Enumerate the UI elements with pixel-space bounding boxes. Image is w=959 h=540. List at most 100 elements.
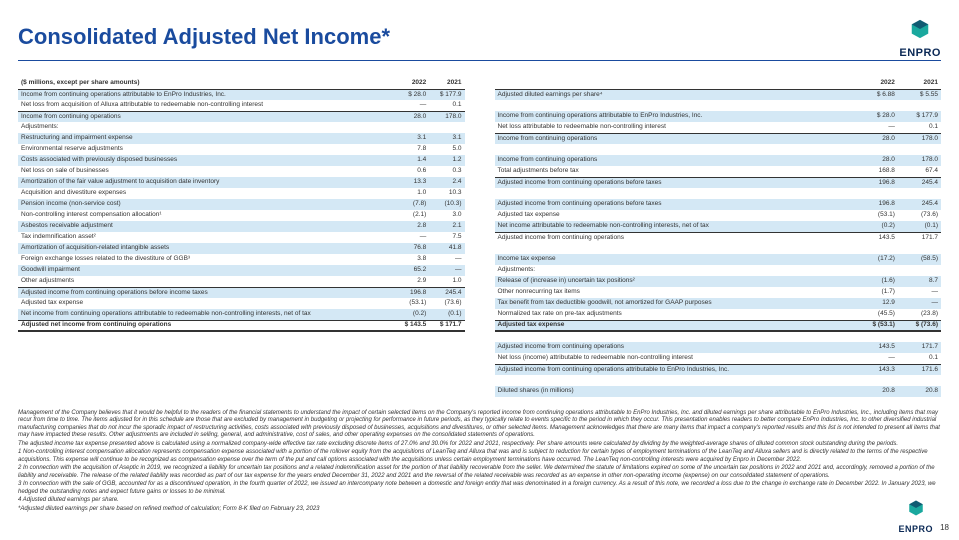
footnote: *Adjusted diluted earnings per share bas…	[18, 506, 941, 514]
cell: $ 171.7	[429, 320, 464, 331]
cell: (53.1)	[855, 210, 898, 221]
cell: —	[898, 287, 941, 298]
cell: (0.1)	[429, 309, 464, 320]
row-label: Release of (increase in) uncertain tax p…	[495, 276, 855, 287]
cell: 3.1	[429, 133, 464, 144]
table-row: Net loss attributable to redeemable non-…	[495, 122, 942, 133]
row-label: Normalized tax rate on pre-tax adjustmen…	[495, 309, 855, 320]
title-rule	[18, 60, 941, 61]
row-label: Tax indemnification asset²	[18, 232, 394, 243]
cell: 28.0	[394, 111, 429, 122]
table-row: Adjustments:	[495, 265, 942, 276]
cell: 245.4	[898, 177, 941, 188]
table-row: Amortization of the fair value adjustmen…	[18, 177, 465, 188]
cell	[855, 331, 898, 342]
cell: 2.1	[429, 221, 464, 232]
cell	[898, 188, 941, 199]
row-label: Other adjustments	[18, 276, 394, 287]
table-row: Pension income (non-service cost)(7.8)(1…	[18, 199, 465, 210]
table-row: Net income attributable to redeemable no…	[495, 221, 942, 232]
row-label: Net income attributable to redeemable no…	[495, 221, 855, 232]
cell: (45.5)	[855, 309, 898, 320]
cell: 178.0	[429, 111, 464, 122]
brand-text-bottom: ENPRO	[898, 524, 933, 534]
table-row	[495, 331, 942, 342]
cell: 2.8	[394, 221, 429, 232]
cell: 0.1	[429, 100, 464, 111]
row-label: Goodwill impairment	[18, 265, 394, 276]
cell	[855, 243, 898, 254]
footnote: The adjusted income tax expense presente…	[18, 441, 941, 449]
cell: $ 28.0	[855, 111, 898, 122]
cell: —	[855, 353, 898, 364]
table-row: Costs associated with previously dispose…	[18, 155, 465, 166]
cell: (23.8)	[898, 309, 941, 320]
row-label	[495, 331, 855, 342]
cell	[855, 265, 898, 276]
row-label: Income from continuing operations	[495, 133, 855, 144]
row-label: Income from continuing operations attrib…	[495, 111, 855, 122]
right-table: 20222021Adjusted diluted earnings per sh…	[495, 78, 942, 397]
row-label: Net loss on sale of businesses	[18, 166, 394, 177]
table-row: Acquisition and divestiture expenses1.01…	[18, 188, 465, 199]
table-row: Environmental reserve adjustments7.85.0	[18, 144, 465, 155]
cell: 143.5	[855, 232, 898, 243]
row-label: Net loss from acquisition of Alluxa attr…	[18, 100, 394, 111]
cell: (53.1)	[394, 298, 429, 309]
cell: 143.5	[855, 342, 898, 353]
cell: (7.8)	[394, 199, 429, 210]
cell: 196.8	[855, 199, 898, 210]
cell: (1.6)	[855, 276, 898, 287]
brand-text-top: ENPRO	[899, 47, 941, 59]
cell: —	[394, 100, 429, 111]
cell: 0.3	[429, 166, 464, 177]
cell: 3.8	[394, 254, 429, 265]
footnotes: Management of the Company believes that …	[18, 410, 941, 515]
left-table: ($ millions, except per share amounts)20…	[18, 78, 465, 397]
row-label	[18, 331, 394, 342]
table-row: Other adjustments2.91.0	[18, 276, 465, 287]
cell: 1.4	[394, 155, 429, 166]
cell: (73.6)	[898, 210, 941, 221]
row-label	[495, 375, 855, 386]
table-row: Goodwill impairment65.2—	[18, 265, 465, 276]
table-row: Adjusted net income from continuing oper…	[18, 320, 465, 331]
cell: 178.0	[898, 133, 941, 144]
cell	[394, 331, 429, 342]
tables-container: ($ millions, except per share amounts)20…	[18, 78, 941, 397]
cell	[898, 243, 941, 254]
cell: 196.8	[855, 177, 898, 188]
cell: 7.8	[394, 144, 429, 155]
table-row: Tax benefit from tax deductible goodwill…	[495, 298, 942, 309]
cell: 2.9	[394, 276, 429, 287]
table-row: Restructuring and impairment expense3.13…	[18, 133, 465, 144]
cell: 171.7	[898, 342, 941, 353]
cell: 20.8	[898, 386, 941, 397]
footnote: 1 Non-controlling interest compensation …	[18, 449, 941, 464]
hexagon-icon	[907, 499, 925, 517]
cell: 245.4	[429, 287, 464, 298]
cell: 171.6	[898, 364, 941, 375]
row-label: Adjusted income from continuing operatio…	[495, 232, 855, 243]
table-row: Adjustments:	[18, 122, 465, 133]
table-row: Total adjustments before tax168.867.4	[495, 166, 942, 177]
cell	[855, 188, 898, 199]
cell: $ (73.6)	[898, 320, 941, 331]
cell: 5.0	[429, 144, 464, 155]
cell: —	[394, 232, 429, 243]
table-row: Income from continuing operations attrib…	[495, 111, 942, 122]
table-row: Release of (increase in) uncertain tax p…	[495, 276, 942, 287]
table-row: Adjusted tax expense(53.1)(73.6)	[18, 298, 465, 309]
cell	[855, 375, 898, 386]
row-label: Total adjustments before tax	[495, 166, 855, 177]
row-label: Adjusted tax expense	[18, 298, 394, 309]
cell: $ 6.88	[855, 89, 898, 100]
cell: 28.0	[855, 133, 898, 144]
row-label: Adjusted income from continuing operatio…	[495, 342, 855, 353]
cell: $ 143.5	[394, 320, 429, 331]
table-row: Income from continuing operations28.0178…	[495, 155, 942, 166]
table-row: Foreign exchange losses related to the d…	[18, 254, 465, 265]
cell: (58.5)	[898, 254, 941, 265]
cell	[855, 144, 898, 155]
hexagon-icon	[909, 18, 931, 40]
